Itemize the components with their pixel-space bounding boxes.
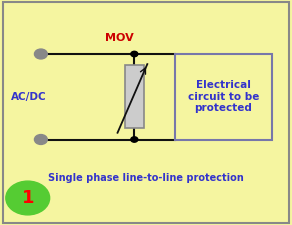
Bar (125, 65, 144, 128)
Circle shape (131, 51, 138, 57)
Circle shape (34, 135, 47, 144)
Text: AC/DC: AC/DC (11, 92, 47, 102)
Circle shape (131, 137, 138, 142)
Text: Electrical
circuit to be
protected: Electrical circuit to be protected (188, 80, 259, 113)
Circle shape (6, 181, 50, 215)
Text: MOV: MOV (105, 33, 134, 43)
Bar (175, 54, 272, 140)
Text: 1: 1 (22, 189, 34, 207)
Circle shape (34, 49, 47, 59)
Text: Single phase line-to-line protection: Single phase line-to-line protection (48, 173, 244, 183)
